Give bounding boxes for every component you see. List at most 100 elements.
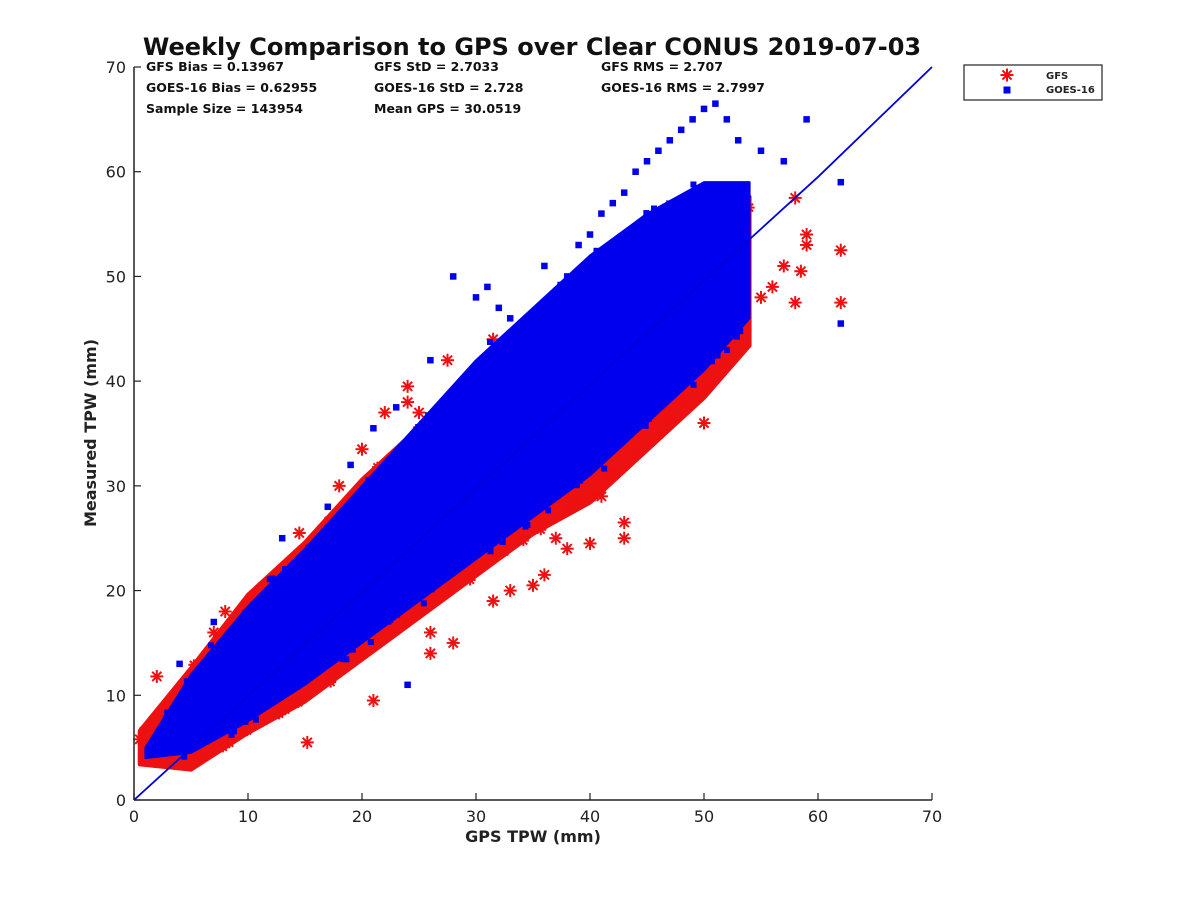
point <box>594 489 608 503</box>
point <box>503 584 517 598</box>
point <box>518 325 525 333</box>
point <box>780 157 788 165</box>
point <box>419 420 426 427</box>
point <box>563 503 575 515</box>
x-ticks: 0 10 20 30 40 50 60 70 <box>129 793 942 826</box>
point <box>164 709 171 716</box>
point <box>651 427 665 440</box>
point <box>834 243 848 257</box>
point <box>601 465 608 472</box>
point <box>370 493 377 500</box>
point <box>279 704 291 716</box>
point <box>365 477 372 484</box>
stat-mean-gps: Mean GPS = 30.0519 <box>374 101 521 116</box>
point <box>210 618 218 626</box>
point <box>428 586 435 593</box>
point <box>718 357 730 369</box>
point <box>357 648 369 660</box>
point <box>412 406 426 420</box>
point <box>495 304 503 312</box>
point <box>837 320 845 327</box>
point <box>723 116 731 123</box>
y-ticks: 0 10 20 30 40 50 60 70 <box>106 58 141 810</box>
point <box>441 353 454 367</box>
legend-goes-marker <box>1003 86 1011 94</box>
point <box>415 424 422 431</box>
point <box>700 383 712 395</box>
point <box>231 728 238 735</box>
point <box>642 422 649 429</box>
point <box>207 642 214 649</box>
legend-gfs-label: GFS <box>1046 71 1068 82</box>
point <box>339 656 346 663</box>
stat-goes-bias: GOES-16 Bias = 0.62955 <box>146 80 317 95</box>
point <box>228 731 235 738</box>
reference-line-layer <box>133 66 933 801</box>
point <box>204 735 211 742</box>
point <box>593 247 600 254</box>
point <box>589 255 596 262</box>
point <box>305 544 312 551</box>
stat-gfs-rms: GFS RMS = 2.707 <box>601 59 723 74</box>
point <box>690 181 697 188</box>
point <box>392 404 400 411</box>
point <box>526 578 540 592</box>
point <box>242 609 249 616</box>
stat-goes-rms: GOES-16 RMS = 2.7997 <box>601 80 765 95</box>
point <box>586 231 594 238</box>
point <box>757 147 765 155</box>
point <box>218 605 232 619</box>
point <box>606 468 620 482</box>
point <box>332 479 346 493</box>
point <box>423 625 437 639</box>
point <box>499 538 506 545</box>
point <box>533 519 545 531</box>
point <box>401 395 415 409</box>
point <box>724 346 731 353</box>
point <box>690 381 697 388</box>
point <box>651 205 658 212</box>
point <box>292 696 304 708</box>
legend: GFS GOES-16 <box>963 64 1103 101</box>
point <box>343 656 350 663</box>
legend-box <box>963 64 1103 101</box>
point <box>162 715 169 722</box>
point <box>560 542 574 556</box>
point <box>557 281 564 288</box>
point <box>573 482 580 489</box>
point <box>394 611 401 618</box>
point <box>146 721 158 733</box>
point <box>355 442 369 456</box>
point <box>800 238 814 252</box>
point <box>325 673 337 685</box>
point <box>662 203 669 210</box>
point <box>486 338 493 345</box>
x-tick-label: 40 <box>580 807 600 826</box>
stat-gfs-bias: GFS Bias = 0.13967 <box>146 59 284 74</box>
point <box>537 568 551 582</box>
point <box>541 262 548 270</box>
point <box>666 137 674 144</box>
y-tick-label: 70 <box>106 58 126 77</box>
point <box>150 669 164 683</box>
y-axis-label: Measured TPW (mm) <box>81 339 100 527</box>
point <box>324 503 332 511</box>
legend-goes-label: GOES-16 <box>1046 85 1095 96</box>
point <box>577 477 584 484</box>
stats-block: GFS Bias = 0.13967 GFS StD = 2.7033 GFS … <box>146 59 765 116</box>
point <box>423 646 437 660</box>
point <box>181 753 188 760</box>
point <box>176 660 183 668</box>
point <box>472 294 480 301</box>
point <box>666 200 673 207</box>
point <box>207 625 221 639</box>
density-band <box>144 181 751 760</box>
point <box>311 670 318 677</box>
point <box>714 352 721 359</box>
y-tick-label: 20 <box>106 582 126 601</box>
point <box>643 157 651 165</box>
y-tick-label: 10 <box>106 686 126 705</box>
point <box>549 531 563 545</box>
point <box>427 356 434 364</box>
point <box>446 636 460 650</box>
